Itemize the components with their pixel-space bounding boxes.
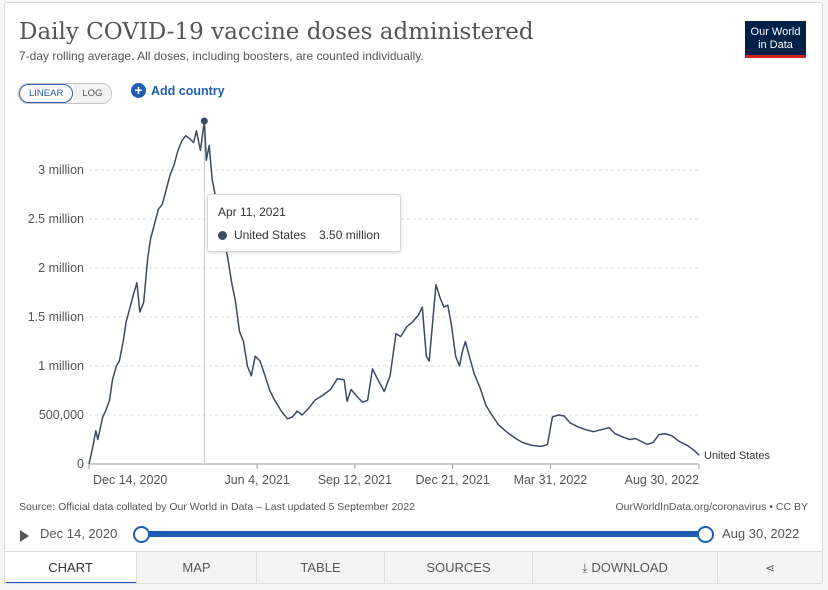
logo-text: Our World in Data (750, 26, 801, 51)
x-tick-label: Sep 12, 2021 (318, 473, 392, 487)
play-icon[interactable] (20, 530, 29, 542)
source-note[interactable]: Source: Official data collated by Our Wo… (19, 501, 415, 513)
y-tick-label: 2.5 million (28, 212, 84, 226)
y-tick-label: 1 million (38, 359, 84, 373)
plus-icon: + (131, 83, 146, 98)
linear-scale-button[interactable]: LINEAR (19, 84, 74, 103)
logo-bar (745, 55, 806, 58)
tab-bar: CHART MAP TABLE SOURCES ⤓ DOWNLOAD ⋖ (5, 551, 822, 583)
share-icon: ⋖ (764, 561, 776, 575)
timeline-end-label: Aug 30, 2022 (722, 526, 800, 541)
x-tick-label: Aug 30, 2022 (625, 473, 699, 487)
timeline-start-handle[interactable] (133, 526, 150, 543)
tab-download-label: DOWNLOAD (591, 560, 668, 575)
add-country-button[interactable]: + Add country (131, 83, 225, 98)
tooltip-value: 3.50 million (319, 228, 380, 242)
y-tick-label: 0 (77, 457, 84, 471)
tooltip-row: United States 3.50 million (218, 228, 380, 242)
tab-chart[interactable]: CHART (5, 552, 137, 583)
x-tick-label: Dec 21, 2021 (415, 473, 489, 487)
timeline-start-label: Dec 14, 2020 (40, 526, 118, 541)
series-color-dot (218, 230, 227, 240)
line-chart[interactable]: 0 500,000 1 million 1.5 million 2 million 2.5… (5, 3, 822, 503)
gridlines (89, 169, 699, 465)
tab-sources[interactable]: SOURCES (385, 552, 533, 583)
x-axis-ticks: Dec 14, 2020 Jun 4, 2021 Sep 12, 2021 Dec 2… (88, 464, 700, 487)
y-tick-label: 500,000 (39, 408, 84, 422)
download-icon: ⤓ (582, 561, 588, 575)
tab-download[interactable]: ⤓ DOWNLOAD (533, 552, 718, 583)
timeline-track[interactable] (139, 531, 705, 537)
chart-subtitle: 7-day rolling average. All doses, includ… (19, 49, 424, 63)
tab-share[interactable]: ⋖ (718, 552, 822, 583)
x-tick-label: Mar 31, 2022 (514, 473, 588, 487)
y-axis-ticks: 0 500,000 1 million 1.5 million 2 million 2.5… (28, 163, 84, 471)
add-country-label: Add country (151, 83, 225, 98)
tab-table[interactable]: TABLE (257, 552, 385, 583)
series-line-united-states (88, 120, 700, 465)
scale-toggle: LINEAR LOG (18, 83, 113, 104)
series-end-label: United States (704, 450, 771, 462)
x-tick-label: Dec 14, 2020 (93, 473, 167, 487)
chart-title: Daily COVID-19 vaccine doses administere… (19, 19, 534, 45)
log-scale-button[interactable]: LOG (73, 84, 112, 103)
y-tick-label: 2 million (38, 261, 84, 275)
series-layer: United States (88, 117, 771, 465)
highlight-point (200, 117, 208, 125)
tooltip-series-name: United States (234, 228, 307, 242)
y-tick-label: 3 million (38, 163, 84, 177)
y-tick-label: 1.5 million (28, 310, 84, 324)
tooltip-date: Apr 11, 2021 (218, 205, 286, 219)
tab-map[interactable]: MAP (137, 552, 257, 583)
x-tick-label: Jun 4, 2021 (224, 473, 289, 487)
owid-logo[interactable]: Our World in Data (745, 21, 806, 58)
license-note[interactable]: OurWorldInData.org/coronavirus • CC BY (615, 501, 808, 513)
timeline-end-handle[interactable] (697, 526, 714, 543)
hover-tooltip: Apr 11, 2021 United States 3.50 million (207, 194, 401, 252)
chart-card: Daily COVID-19 vaccine doses administere… (4, 2, 823, 584)
